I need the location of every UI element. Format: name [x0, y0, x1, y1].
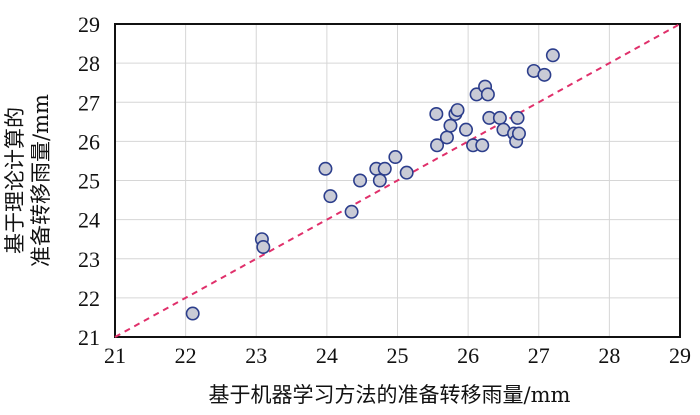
x-tick-label: 21 — [104, 343, 126, 368]
x-tick-label: 28 — [598, 343, 620, 368]
data-point — [256, 240, 271, 255]
data-point — [450, 103, 465, 118]
data-point — [511, 126, 526, 141]
data-point — [399, 165, 414, 180]
data-point — [459, 122, 474, 137]
y-axis-title: 基于理论计算的 准备转移雨量/mm — [3, 94, 53, 267]
x-tick-label: 26 — [457, 343, 479, 368]
x-tick-label: 29 — [669, 343, 691, 368]
data-point — [480, 87, 495, 102]
data-point — [510, 110, 525, 125]
y-axis-title-line-2: 准备转移雨量/mm — [29, 94, 53, 267]
data-points — [185, 48, 560, 321]
y-tick-label: 23 — [78, 247, 100, 272]
plot-frame — [114, 23, 681, 338]
data-point — [185, 306, 200, 321]
y-tick-label: 26 — [78, 129, 100, 154]
data-point — [323, 189, 338, 204]
data-point — [545, 48, 560, 63]
y-tick-label: 21 — [78, 325, 100, 350]
data-point — [537, 67, 552, 82]
data-point — [443, 118, 458, 133]
reference-line-y-equals-x — [114, 23, 681, 338]
data-point — [388, 150, 403, 165]
data-point — [492, 110, 507, 125]
x-tick-label: 24 — [316, 343, 338, 368]
data-point — [377, 161, 392, 176]
y-tick-label: 28 — [78, 51, 100, 76]
x-tick-label: 22 — [175, 343, 197, 368]
x-tick-label: 27 — [528, 343, 550, 368]
data-point — [430, 138, 445, 153]
data-point — [475, 138, 490, 153]
data-point — [318, 161, 333, 176]
y-tick-labels: 21 22 23 24 25 26 27 28 29 — [78, 12, 100, 350]
y-tick-label: 27 — [78, 90, 100, 115]
x-tick-label: 23 — [245, 343, 267, 368]
data-point — [344, 204, 359, 219]
y-tick-label: 29 — [78, 12, 100, 37]
x-tick-labels: 21 22 23 24 25 26 27 28 29 — [104, 343, 691, 368]
data-point — [372, 173, 387, 188]
data-point — [439, 130, 454, 145]
y-axis-title-line-1: 基于理论计算的 — [3, 107, 27, 254]
y-tick-label: 25 — [78, 169, 100, 194]
data-point — [353, 173, 368, 188]
x-axis-title: 基于机器学习方法的准备转移雨量/mm — [209, 383, 571, 407]
y-tick-label: 22 — [78, 286, 100, 311]
y-tick-label: 24 — [78, 208, 100, 233]
x-tick-label: 25 — [387, 343, 409, 368]
data-point — [429, 106, 444, 121]
